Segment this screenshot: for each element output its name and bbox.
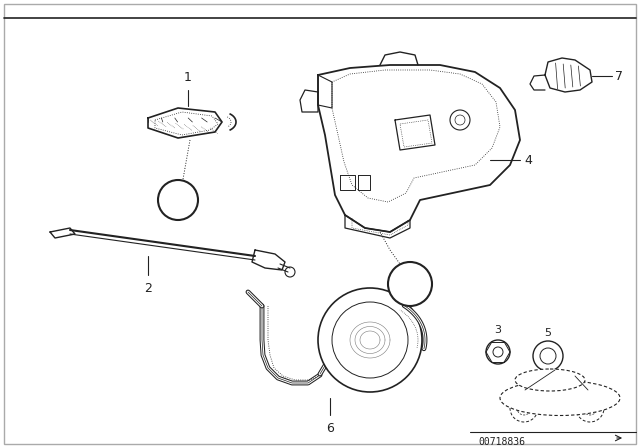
Circle shape xyxy=(517,401,531,415)
Circle shape xyxy=(388,262,432,306)
Ellipse shape xyxy=(515,369,585,391)
Circle shape xyxy=(332,302,408,378)
Text: 6: 6 xyxy=(326,422,334,435)
Circle shape xyxy=(576,394,604,422)
Circle shape xyxy=(285,267,295,277)
Text: 1: 1 xyxy=(184,71,192,84)
Circle shape xyxy=(540,348,556,364)
Ellipse shape xyxy=(500,380,620,415)
Circle shape xyxy=(455,115,465,125)
Circle shape xyxy=(493,347,503,357)
Text: 4: 4 xyxy=(524,154,532,167)
Circle shape xyxy=(486,340,510,364)
Text: 00718836: 00718836 xyxy=(478,437,525,447)
Circle shape xyxy=(158,180,198,220)
Text: 3: 3 xyxy=(495,325,502,335)
Circle shape xyxy=(583,401,597,415)
Circle shape xyxy=(318,288,422,392)
Circle shape xyxy=(533,341,563,371)
Text: 3: 3 xyxy=(172,190,184,210)
Text: 2: 2 xyxy=(144,282,152,295)
Text: 7: 7 xyxy=(615,69,623,82)
Text: 5: 5 xyxy=(403,275,417,293)
Text: 5: 5 xyxy=(545,328,552,338)
Circle shape xyxy=(450,110,470,130)
Circle shape xyxy=(510,394,538,422)
